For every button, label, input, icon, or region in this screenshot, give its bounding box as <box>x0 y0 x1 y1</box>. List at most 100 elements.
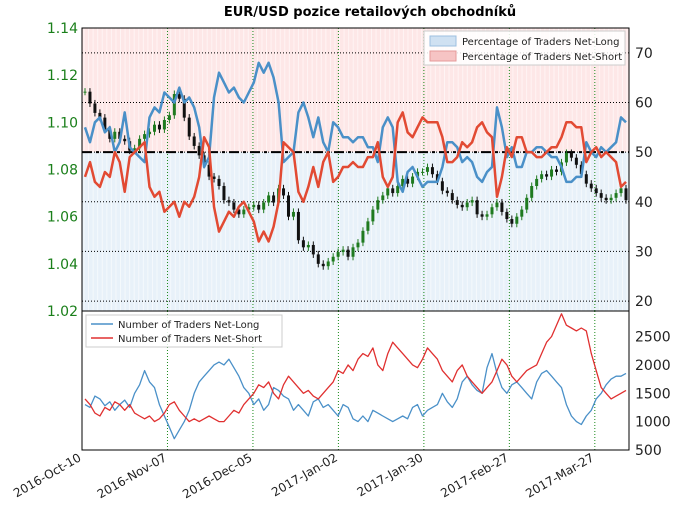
date-tick-label: 2017-Jan-30 <box>355 450 426 499</box>
candle-body <box>406 178 410 184</box>
candle-body <box>371 209 375 222</box>
candle-body <box>103 117 107 130</box>
top-legend: Percentage of Traders Net-Long Percentag… <box>423 30 626 66</box>
candle-body <box>232 202 236 210</box>
legend-net-short-percent: Percentage of Traders Net-Short <box>462 52 622 63</box>
candle-body <box>222 186 226 201</box>
count-tick-label: 2000 <box>635 358 671 374</box>
top-legend-box <box>423 30 626 66</box>
date-tick-label: 2017-Jan-02 <box>269 450 340 499</box>
net-long-count-line <box>84 352 627 440</box>
price-tick-label: 1.02 <box>47 304 78 320</box>
candle-body <box>346 249 350 257</box>
candle-body <box>574 157 578 165</box>
candle-body <box>247 207 251 210</box>
date-axis-ticks: 2016-Oct-10 2016-Nov-07 2016-Dec-05 2017-Ja… <box>11 450 596 501</box>
candle-body <box>326 261 330 267</box>
candle-body <box>148 131 152 135</box>
candle-body <box>88 91 92 104</box>
net-long-swatch <box>429 35 457 47</box>
count-tick-label: 2500 <box>635 330 671 346</box>
candle-body <box>291 211 295 217</box>
candle-body <box>460 204 464 208</box>
candle-body <box>455 200 459 205</box>
candle-body <box>430 167 434 175</box>
date-tick-label: 2017-Feb-27 <box>438 450 511 500</box>
candle-body <box>584 174 588 184</box>
candle-body <box>252 204 256 208</box>
count-axis-ticks: 500 1000 1500 2000 2500 <box>635 330 671 459</box>
candle-body <box>197 145 201 156</box>
candle-body <box>614 193 618 198</box>
candle-body <box>177 94 181 99</box>
count-lines <box>84 313 627 440</box>
candle-body <box>480 214 484 217</box>
candle-body <box>515 216 519 224</box>
bottom-legend: Number of Traders Net-Long Number of Tra… <box>85 314 283 348</box>
price-tick-label: 1.08 <box>47 163 78 179</box>
candle-body <box>435 174 439 182</box>
candle-body <box>520 209 524 217</box>
price-candles <box>83 88 628 270</box>
candle-body <box>282 188 286 196</box>
candle-body <box>594 188 598 194</box>
candle-body <box>336 252 340 257</box>
sentiment-bands <box>82 28 629 311</box>
candle-body <box>376 200 380 210</box>
candle-body <box>356 242 360 248</box>
net-short-swatch <box>429 50 457 62</box>
chart-title: EUR/USD pozice retailových obchodníků <box>224 5 516 20</box>
candle-body <box>564 152 568 163</box>
net-short-count-line <box>84 313 627 423</box>
candle-body <box>569 152 573 158</box>
percent-tick-label: 70 <box>635 46 653 62</box>
candle-body <box>242 209 246 215</box>
candle-body <box>108 129 112 139</box>
candle-body <box>555 169 559 172</box>
candle-body <box>351 247 355 257</box>
percent-tick-label: 30 <box>635 244 653 260</box>
candle-body <box>306 244 310 248</box>
net-long-band <box>82 152 629 311</box>
candle-body <box>465 202 469 208</box>
candle-body <box>445 190 449 194</box>
candle-body <box>321 263 325 267</box>
price-tick-label: 1.04 <box>47 257 78 273</box>
percent-tick-label: 40 <box>635 195 653 211</box>
legend-net-long-percent: Percentage of Traders Net-Long <box>462 37 620 48</box>
candle-body <box>182 98 186 118</box>
candle-body <box>500 202 504 212</box>
candle-body <box>450 193 454 201</box>
candle-body <box>262 202 266 210</box>
candle-body <box>267 195 271 203</box>
candle-body <box>212 176 216 179</box>
legend-net-short-count: Number of Traders Net-Short <box>118 334 262 345</box>
candle-body <box>157 124 161 130</box>
candle-body <box>470 200 474 203</box>
candle-body <box>604 197 608 201</box>
candle-body <box>545 174 549 177</box>
price-tick-label: 1.12 <box>47 68 78 84</box>
candle-body <box>187 117 191 137</box>
price-sentiment-panel: 1.02 1.04 1.06 1.08 1.10 1.12 1.14 20 30 40 50 60 7… <box>47 21 653 320</box>
percent-tick-label: 60 <box>635 95 653 111</box>
candle-body <box>152 124 156 132</box>
candle-body <box>525 197 529 210</box>
candle-body <box>257 204 261 210</box>
candle-body <box>133 148 137 151</box>
candle-body <box>98 112 102 118</box>
candle-body <box>301 240 305 248</box>
candle-body <box>589 183 593 189</box>
candle-body <box>599 193 603 198</box>
candle-body <box>192 136 196 146</box>
legend-net-long-count: Number of Traders Net-Long <box>118 320 259 331</box>
percent-tick-label: 20 <box>635 294 653 310</box>
price-tick-label: 1.06 <box>47 210 78 226</box>
date-tick-label: 2016-Oct-10 <box>11 450 83 500</box>
candle-body <box>138 138 142 149</box>
candle-body <box>331 256 335 262</box>
candle-body <box>167 115 171 120</box>
candle-body <box>341 249 345 253</box>
candle-body <box>143 134 147 139</box>
date-tick-label: 2016-Nov-07 <box>95 450 169 501</box>
